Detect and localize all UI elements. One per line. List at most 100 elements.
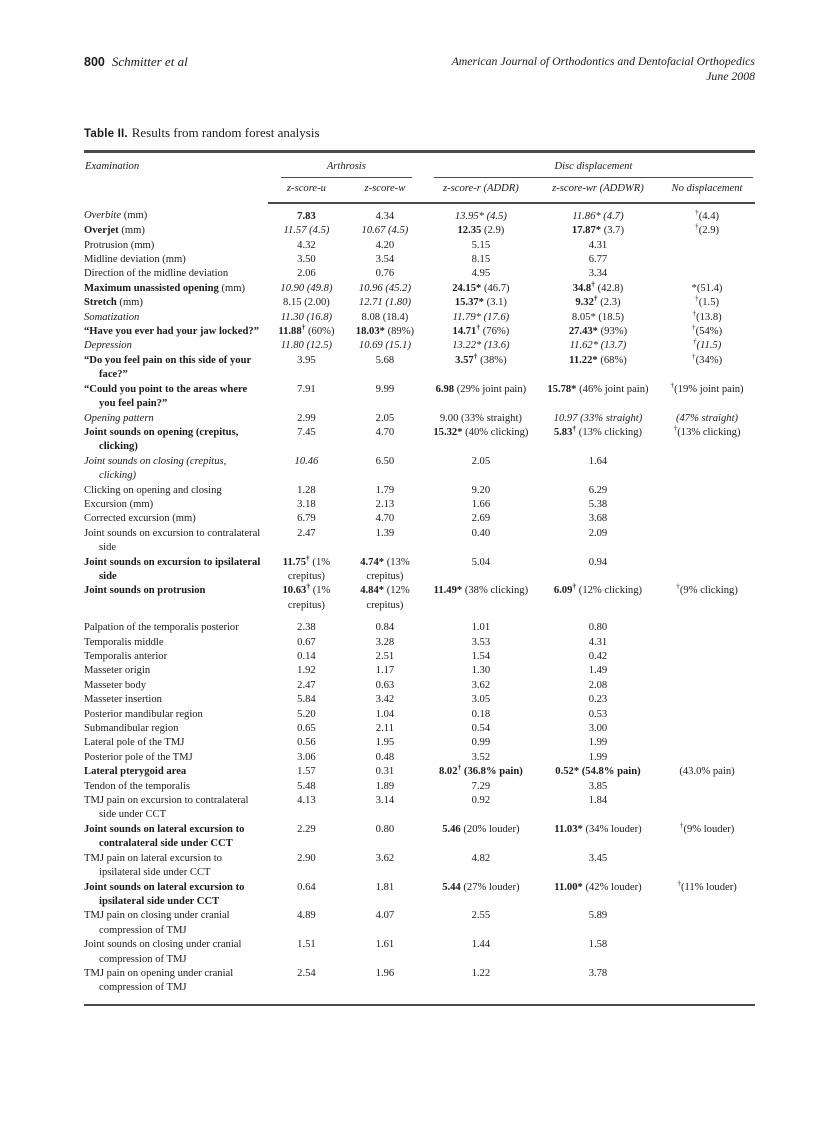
- running-head-left: 800 Schmitter et al: [84, 54, 188, 70]
- table-cell: [659, 455, 755, 484]
- examination-label: “Could you point to the areas where you …: [84, 383, 248, 410]
- table-cell: 4.34: [375, 210, 395, 222]
- table-cell: 3.42: [375, 694, 395, 706]
- table-cell: 1.84: [588, 795, 608, 807]
- table-cell: †(11% louder): [677, 877, 737, 893]
- table-row: Joint sounds on lateral excursion to ips…: [84, 877, 755, 910]
- table-cell: 2.38: [297, 622, 316, 634]
- table-cell: 1.04: [375, 708, 395, 720]
- table-cell: 11.22* (68%): [569, 354, 627, 366]
- table-head: Examination Arthrosis Disc displacement …: [84, 152, 755, 204]
- table-row: Maximum unassisted opening (mm) 10.90 (49…: [84, 279, 755, 296]
- examination-label: Masseter origin: [84, 665, 151, 677]
- examination-label: “Have you ever had your jaw locked?”: [84, 326, 259, 338]
- table-cell: [659, 484, 755, 498]
- table-cell: 3.62: [375, 852, 395, 864]
- table-cell: 0.56: [297, 737, 316, 749]
- table-cell: 5.84: [297, 694, 316, 706]
- table-cell: [659, 679, 755, 693]
- table-row: Posterior pole of the TMJ 3.06 0.48 3.52 1.9…: [84, 751, 755, 765]
- table-cell: 10.90 (49.8): [280, 282, 333, 294]
- table-cell: 6.77: [588, 254, 608, 266]
- group-header-disc-displacement: Disc displacement: [425, 152, 755, 180]
- examination-label: Protrusion (mm): [84, 239, 155, 251]
- table-cell: 5.15: [471, 239, 491, 251]
- table-cell: 2.05: [471, 455, 491, 467]
- table-cell: 0.48: [375, 751, 395, 763]
- table-row: Opening pattern 2.99 2.05 9.00 (33% straigh…: [84, 412, 755, 426]
- table-cell: [659, 664, 755, 678]
- table-cell: 2.99: [297, 412, 316, 424]
- examination-label: TMJ pain on excursion to contralateral s…: [84, 795, 249, 821]
- table-row: Temporalis middle 0.67 3.28 3.53 4.31: [84, 636, 755, 650]
- table-cell: 11.80 (12.5): [280, 340, 333, 352]
- table-cell: 1.49: [588, 665, 608, 677]
- table-cell: 3.62: [471, 679, 491, 691]
- table-row: Joint sounds on closing under cranial co…: [84, 938, 755, 967]
- table-row: “Could you point to the areas where you …: [84, 381, 755, 412]
- table-cell: 11.49* (38% clicking): [433, 585, 529, 597]
- table-cell: 15.37* (3.1): [454, 297, 507, 309]
- table-cell: †(2.9): [694, 221, 720, 237]
- examination-label: Overjet (mm): [84, 225, 145, 237]
- table-cell: †(9% louder): [679, 820, 735, 835]
- table-cell: [659, 267, 755, 281]
- table-cell: 10.67 (4.5): [361, 225, 409, 237]
- table-cell: †(54%): [691, 322, 723, 338]
- table-cell: (47% straight): [675, 412, 739, 424]
- table-row: Masseter body 2.47 0.63 3.62 2.08: [84, 679, 755, 693]
- table-cell: 3.85: [588, 780, 608, 792]
- table-cell: 2.54: [297, 967, 316, 979]
- authors: Schmitter et al: [111, 54, 188, 69]
- table-cell: 6.09† (12% clicking): [553, 581, 643, 597]
- table-cell: 7.29: [471, 780, 491, 792]
- table-cell: 11.30 (16.8): [280, 311, 333, 323]
- table-row: “Have you ever had your jaw locked?” 11.8…: [84, 322, 755, 339]
- table-row: Depression 11.80 (12.5) 10.69 (15.1) 13.22*…: [84, 338, 755, 353]
- examination-label: Direction of the midline deviation: [84, 268, 229, 280]
- table-cell: 0.65: [297, 723, 316, 735]
- table-cell: [659, 693, 755, 707]
- table-cell: 1.44: [471, 939, 491, 951]
- table-cell: 3.34: [588, 268, 608, 280]
- table-cell: [659, 527, 755, 556]
- table-cell: 11.00* (42% louder): [554, 881, 642, 893]
- table-cell: 34.8† (42.8): [572, 279, 624, 294]
- table-cell: 1.79: [375, 484, 395, 496]
- table-cell: 1.30: [471, 665, 491, 677]
- examination-label: Palpation of the temporalis posterior: [84, 622, 239, 634]
- table-row: Lateral pole of the TMJ 0.56 1.95 0.99 1.99: [84, 736, 755, 750]
- table-cell: 3.95: [297, 354, 316, 366]
- table-cell: 10.96 (45.2): [358, 282, 411, 294]
- table-cell: [659, 909, 755, 938]
- table-cell: 10.69 (15.1): [358, 340, 411, 352]
- examination-label: TMJ pain on lateral excursion to ipsilat…: [84, 852, 222, 879]
- table-row: Lateral pterygoid area 1.57 0.31 8.02† (36.…: [84, 763, 755, 779]
- table-cell: 4.74* (13% crepitus): [360, 556, 410, 582]
- table-row: Masseter insertion 5.84 3.42 3.05 0.23: [84, 693, 755, 707]
- table-cell: †(9% clicking): [676, 581, 738, 597]
- table-cell: 0.54: [471, 723, 491, 735]
- table-cell: 5.48: [297, 780, 316, 792]
- examination-label: TMJ pain on opening under cranial compre…: [84, 967, 234, 994]
- table-cell: 1.61: [375, 939, 395, 951]
- table-cell: 1.17: [375, 665, 395, 677]
- examination-label: Lateral pole of the TMJ: [84, 737, 185, 749]
- table-cell: 1.92: [297, 665, 316, 677]
- examination-label: Joint sounds on opening (crepitus, click…: [84, 426, 239, 453]
- running-head: 800 Schmitter et al American Journal of O…: [84, 54, 755, 83]
- table-cell: [659, 938, 755, 967]
- examination-label: Excursion (mm): [84, 498, 154, 510]
- table-cell: 0.94: [588, 556, 608, 568]
- table-cell: †(34%): [691, 351, 723, 366]
- table-cell: 5.38: [588, 498, 608, 510]
- table-row: Tendon of the temporalis 5.48 1.89 7.29 3.85: [84, 780, 755, 794]
- table-cell: 1.39: [375, 527, 395, 539]
- table-cell: 1.51: [297, 939, 316, 951]
- examination-label: Joint sounds on protrusion: [84, 585, 206, 597]
- table-cell: 3.57† (38%): [455, 351, 507, 366]
- table-cell: 3.05: [471, 694, 491, 706]
- table-cell: 3.06: [297, 751, 316, 763]
- table-cell: 4.70: [375, 513, 395, 525]
